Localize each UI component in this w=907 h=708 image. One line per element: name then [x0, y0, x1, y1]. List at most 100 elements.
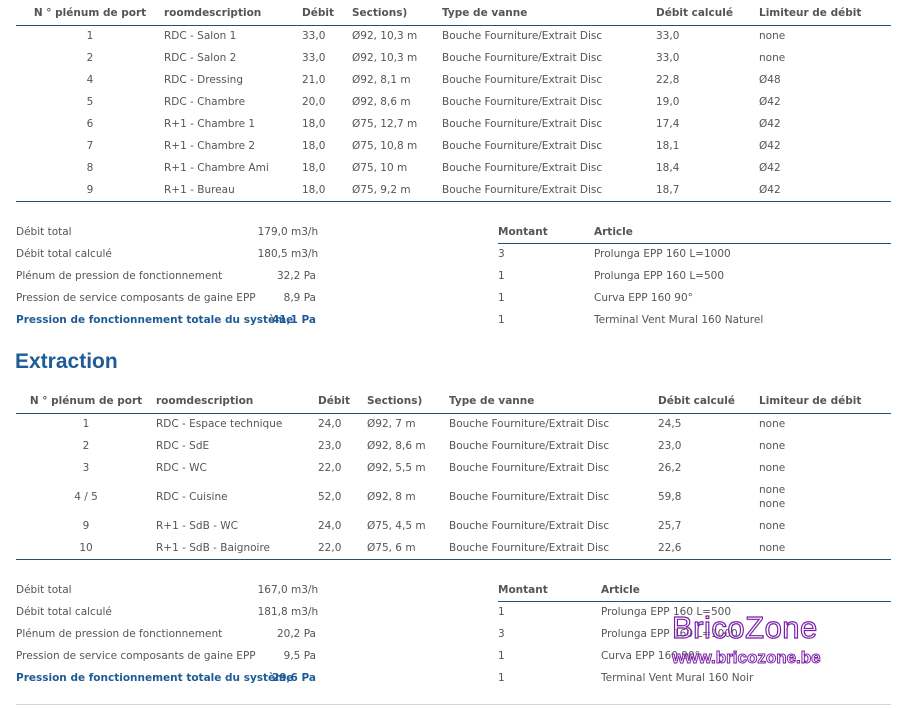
table-row: 3 Prolunga EPP 160 L=1000: [498, 623, 891, 645]
cell-debit: 18,0: [302, 179, 352, 202]
table-row: 7 R+1 - Chambre 2 18,0 Ø75, 10,8 m Bouch…: [16, 135, 891, 157]
table-row: 8 R+1 - Chambre Ami 18,0 Ø75, 10 m Bouch…: [16, 157, 891, 179]
cell-room: R+1 - SdB - WC: [156, 520, 238, 532]
col-header-debit: Débit: [318, 389, 367, 414]
cell-port: 2: [86, 52, 94, 64]
cell-port: 9: [82, 520, 90, 532]
cell-debit: 18,0: [302, 118, 326, 130]
cell-port: 7: [86, 140, 94, 152]
cell-section: Ø92, 7 m: [367, 418, 416, 431]
cell-debit: 18,0: [302, 162, 326, 174]
cell-article: Prolunga EPP 160 L=1000: [594, 248, 731, 261]
summary-row: Plénum de pression de fonctionnement 32,…: [16, 265, 316, 287]
cell-section: Ø92, 8,6 m: [352, 96, 411, 108]
table-row: 6 R+1 - Chambre 1 18,0 Ø75, 12,7 m Bouch…: [16, 113, 891, 135]
cell-limiteur: Ø42: [759, 162, 781, 174]
cell-montant: 1: [498, 672, 505, 684]
cell-debit: 23,0: [318, 440, 342, 452]
cell-room: RDC - Salon 2: [164, 52, 237, 64]
cell-port: 10: [16, 537, 156, 560]
cell-vanne: Bouche Fourniture/Extrait Disc: [449, 462, 610, 474]
col-header-limiteur: Limiteur de débit: [759, 389, 891, 414]
table-row: 5 RDC - Chambre 20,0 Ø92, 8,6 m Bouche F…: [16, 91, 891, 113]
table-row: 1 Prolunga EPP 160 L=500: [498, 601, 891, 623]
supply-summary: Débit total 179,0 m3/h Débit total calcu…: [16, 221, 318, 331]
summary-row: Débit total calculé 181,8 m3/h: [16, 601, 318, 623]
cell-vanne: Bouche Fourniture/Extrait Disc: [442, 74, 603, 86]
cell-vanne: Bouche Fourniture/Extrait Disc: [442, 140, 603, 152]
cell-section: Ø92, 10,3 m: [352, 30, 418, 43]
table-row: 3 Prolunga EPP 160 L=1000: [498, 243, 891, 265]
section-title-extraction: Extraction: [15, 350, 118, 373]
col-header-sections: Sections): [352, 1, 442, 26]
summary-label: Débit total: [16, 226, 72, 238]
cell-article: Curva EPP 160 90°: [601, 650, 700, 662]
cell-port: 4 / 5: [74, 491, 98, 503]
col-header-room: roomdescription: [156, 389, 318, 414]
cell-room: RDC - Cuisine: [156, 491, 228, 503]
cell-vanne: Bouche Fourniture/Extrait Disc: [442, 52, 603, 64]
cell-limiteur: none: [759, 520, 786, 532]
cell-debit-calcule: 22,8: [656, 74, 680, 86]
cell-vanne: Bouche Fourniture/Extrait Disc: [449, 537, 658, 560]
extract-articles-table: Montant Article 1 Prolunga EPP 160 L=500…: [498, 579, 891, 689]
table-row: 1 RDC - Salon 1 33,0 Ø92, 10,3 m Bouche …: [16, 25, 891, 47]
summary-value: 32,2 Pa: [276, 270, 316, 282]
cell-room: RDC - Chambre: [164, 96, 246, 108]
supply-ports-table: N ° plénum de port roomdescription Débit…: [16, 1, 891, 202]
cell-room: RDC - Espace technique: [156, 418, 283, 431]
cell-debit: 33,0: [302, 52, 326, 64]
cell-montant: 3: [498, 248, 505, 261]
cell-room: R+1 - Chambre 2: [164, 140, 256, 152]
cell-section: Ø92, 8 m: [367, 491, 416, 503]
summary-row: Pression de service composants de gaine …: [16, 645, 316, 667]
cell-debit: 24,0: [318, 418, 342, 431]
summary-row: Débit total 167,0 m3/h: [16, 579, 318, 601]
table-header-row: N ° plénum de port roomdescription Débit…: [16, 1, 891, 26]
cell-article: Terminal Vent Mural 160 Naturel: [594, 314, 764, 326]
cell-vanne: Bouche Fourniture/Extrait Disc: [442, 162, 603, 174]
cell-room: R+1 - Chambre 1: [164, 118, 256, 130]
col-header-port: N ° plénum de port: [16, 389, 156, 414]
table-row: 1 Curva EPP 160 90°: [498, 287, 891, 309]
cell-limiteur: none none: [759, 479, 891, 515]
col-header-article: Article: [601, 579, 891, 602]
cell-debit: 21,0: [302, 74, 326, 86]
cell-limiteur: none: [759, 52, 786, 64]
col-header-sections: Sections): [367, 389, 449, 414]
table-row: 1 Prolunga EPP 160 L=500: [498, 265, 891, 287]
col-header-debit-calcule: Débit calculé: [656, 1, 759, 26]
cell-debit-calcule: 22,6: [658, 537, 759, 560]
col-header-article: Article: [594, 221, 891, 244]
table-row: 1 Curva EPP 160 90°: [498, 645, 891, 667]
cell-vanne: Bouche Fourniture/Extrait Disc: [449, 440, 610, 452]
cell-debit-calcule: 59,8: [658, 491, 682, 503]
col-header-debit-calcule: Débit calculé: [658, 389, 759, 414]
col-header-debit: Débit: [302, 1, 352, 26]
cell-limiteur: none: [759, 462, 786, 474]
summary-total-label: Pression de fonctionnement totale du sys…: [16, 314, 294, 326]
table-header-row: Montant Article: [498, 579, 891, 602]
extract-ports-table: N ° plénum de port roomdescription Débit…: [16, 389, 891, 560]
col-header-montant: Montant: [498, 221, 594, 244]
cell-debit: 18,0: [302, 140, 326, 152]
cell-debit: 20,0: [302, 96, 326, 108]
cell-montant: 1: [498, 292, 505, 304]
cell-limiteur: none: [759, 537, 891, 560]
cell-limiteur: Ø48: [759, 74, 781, 86]
cell-debit-calcule: 25,7: [658, 520, 682, 532]
cell-port: 4: [86, 74, 94, 86]
cell-port: 3: [82, 462, 90, 474]
cell-port: 2: [82, 440, 90, 452]
cell-room: RDC - SdE: [156, 440, 210, 452]
cell-section: Ø75, 6 m: [367, 537, 449, 560]
cell-limiteur: none: [759, 418, 786, 431]
supply-articles-table: Montant Article 3 Prolunga EPP 160 L=100…: [498, 221, 891, 331]
cell-montant: 1: [498, 314, 505, 326]
summary-total-value: 41,1 Pa: [271, 314, 316, 326]
cell-section: Ø75, 4,5 m: [367, 520, 426, 532]
page-bottom-divider: [16, 704, 891, 705]
cell-section: Ø75, 10 m: [352, 162, 408, 174]
cell-debit-calcule: 33,0: [656, 52, 680, 64]
cell-montant: 3: [498, 628, 505, 640]
